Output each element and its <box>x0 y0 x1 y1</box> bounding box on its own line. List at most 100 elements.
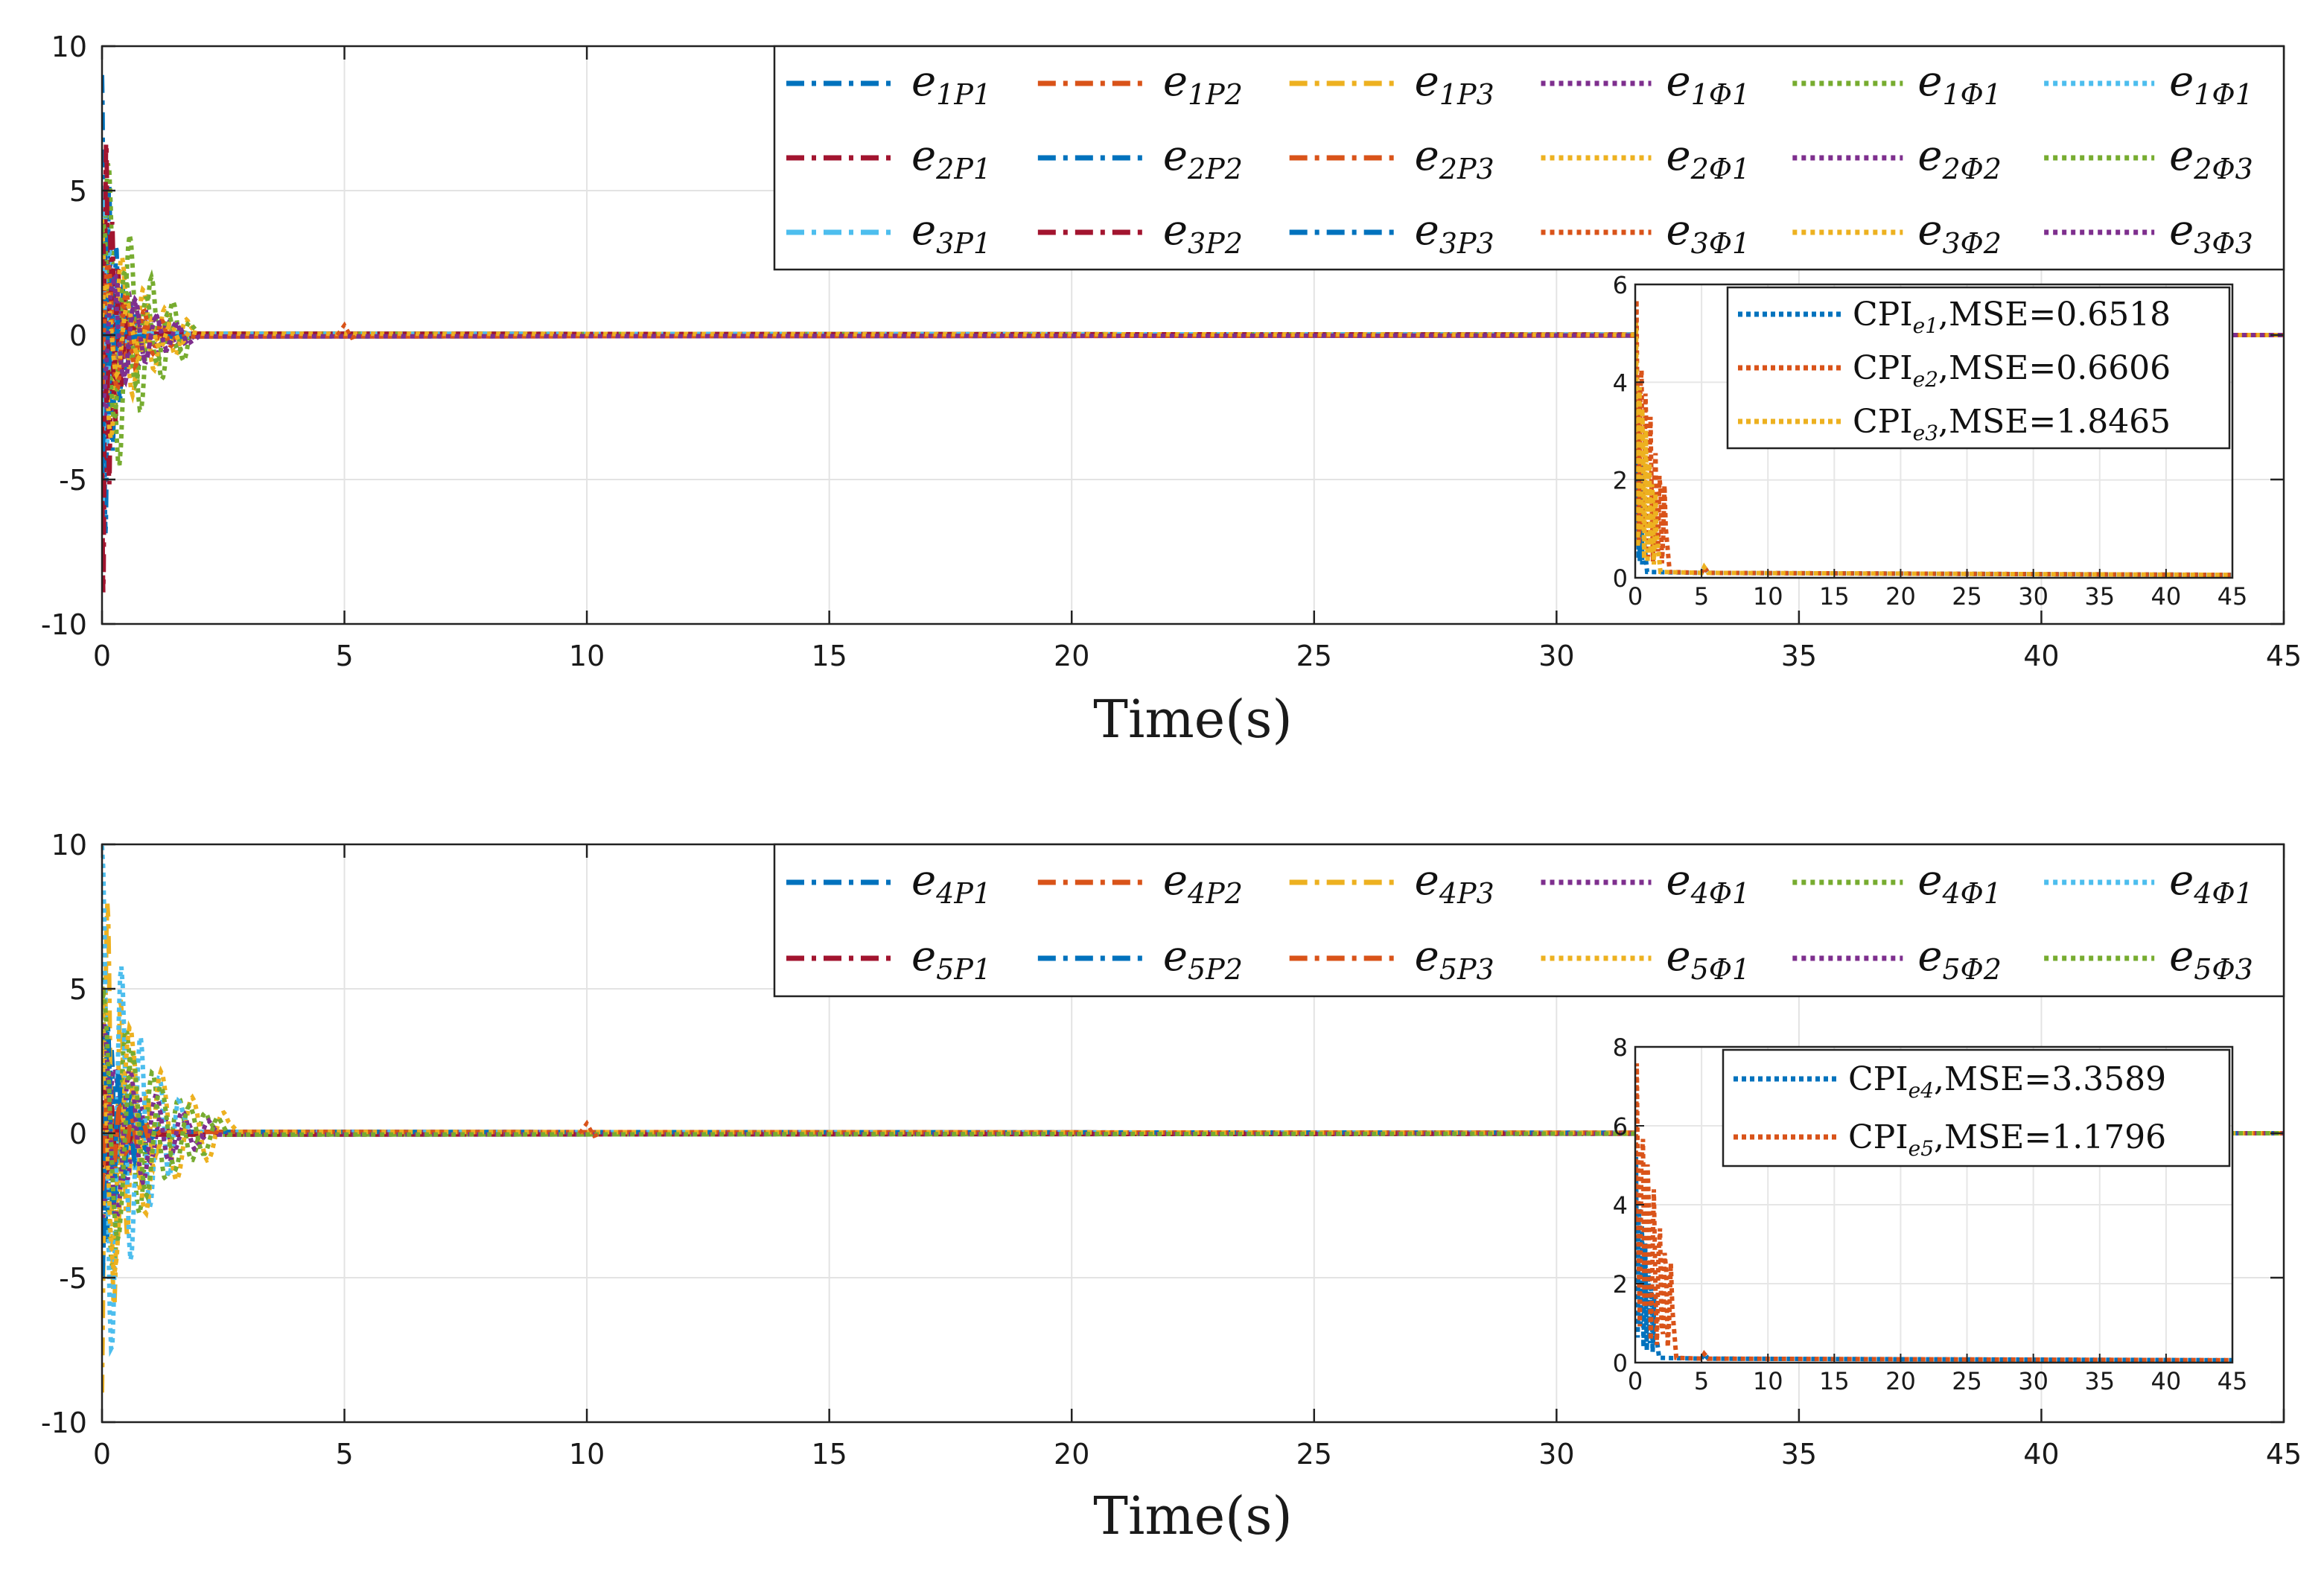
legend-entry-base: e <box>1917 206 1942 255</box>
legend-entry-sub: 3Φ1 <box>1691 227 1751 260</box>
legend-entry: e1P1 <box>911 57 991 111</box>
legend-entry-base: e <box>1163 856 1188 905</box>
legend-entry: e5P2 <box>1163 932 1243 986</box>
legend-entry-sub: 1P1 <box>936 78 991 111</box>
inset-y-tick-label: 0 <box>1613 1349 1628 1377</box>
cpi-sub: e1 <box>1913 313 1938 338</box>
inset-x-tick-label: 0 <box>1628 582 1643 611</box>
legend-entry: e4Φ1 <box>1917 856 2002 910</box>
legend-entry-base: e <box>1917 856 1942 905</box>
legend-entry-base: e <box>1163 132 1188 180</box>
series-group <box>102 74 2284 593</box>
legend-entry-base: e <box>2169 132 2194 180</box>
y-tick-label: -10 <box>41 608 87 641</box>
inset-legend: CPIe1,MSE=0.6518CPIe2,MSE=0.6606CPIe3,MS… <box>1726 286 2231 450</box>
inset-x-tick-label: 5 <box>1694 1367 1709 1395</box>
inset-legend-entry: CPIe4,MSE=3.3589 <box>1848 1060 2166 1103</box>
legend-entry-base: e <box>2169 856 2194 905</box>
cpi-sub: e4 <box>1908 1078 1934 1103</box>
legend-entry-sub: 4P1 <box>935 877 991 910</box>
legend-entry-sub: 5Φ3 <box>2194 953 2253 986</box>
inset-legend-entry: CPIe5,MSE=1.1796 <box>1848 1118 2166 1161</box>
series-line-bump <box>578 1119 602 1139</box>
inset-frame <box>1634 283 2234 579</box>
legend-entry-base: e <box>1666 856 1691 905</box>
inset-x-tick-label: 0 <box>1628 1367 1643 1395</box>
legend-entry: e2P3 <box>1415 132 1494 185</box>
x-tick-label: 25 <box>1296 640 1332 672</box>
inset-legend-box <box>1726 286 2231 450</box>
legend-entry-sub: 5P1 <box>936 953 991 986</box>
cpi-mse: ,MSE=0.6518 <box>1938 296 2171 334</box>
legend-entry-sub: 2P1 <box>935 153 991 185</box>
legend-entry-base: e <box>2169 206 2194 255</box>
series-line-3Φ2 <box>102 277 2284 380</box>
legend-entry: e2Φ3 <box>2169 132 2253 185</box>
x-tick-label: 35 <box>1781 640 1817 672</box>
legend-entry-sub: 3Φ2 <box>1942 227 2002 260</box>
legend-entry: e3Φ2 <box>1917 206 2002 260</box>
inset-x-tick-label: 25 <box>1952 582 1982 611</box>
x-tick-label: 45 <box>2266 1438 2302 1471</box>
inset-x-tick-label: 10 <box>1753 1367 1783 1395</box>
legend-entry: e1P3 <box>1415 57 1494 111</box>
inset-x-tick-label: 40 <box>2151 582 2182 611</box>
inset-x-tick-label: 40 <box>2151 1367 2182 1395</box>
inset-y-tick-label: 6 <box>1613 1112 1628 1141</box>
legend-entry-sub: 5P2 <box>1188 953 1243 986</box>
legend-entry-base: e <box>1917 932 1942 981</box>
legend-entry-base: e <box>1415 856 1439 905</box>
cpi-sub: e5 <box>1908 1136 1934 1161</box>
legend-entry-sub: 1Φ1 <box>2194 78 2253 111</box>
legend-entry-sub: 5Φ2 <box>1942 953 2002 986</box>
cpi-mse: ,MSE=1.1796 <box>1934 1118 2166 1156</box>
legend-entry: e1Φ1 <box>1917 57 2002 111</box>
legend-entry-base: e <box>1666 132 1691 180</box>
legend-entry: e5P1 <box>911 932 991 986</box>
x-tick-label: 30 <box>1538 1438 1574 1471</box>
legend-entry: e4Φ1 <box>2169 856 2253 910</box>
inset-chart: 0 5 10 15 20 25 30 35 40 4502468CPIe4,MSE=3.3589C… <box>1613 1033 2248 1395</box>
inset-x-tick-label: 20 <box>1885 582 1916 611</box>
inset-series-group <box>1635 1063 2232 1363</box>
legend-entry: e4P2 <box>1163 856 1243 910</box>
cpi-mse: ,MSE=1.8465 <box>1938 403 2171 441</box>
cpi-sub: e3 <box>1913 421 1938 445</box>
inset-y-tick-label: 6 <box>1613 271 1628 299</box>
y-tick-label: -5 <box>59 464 87 497</box>
legend-entry-base: e <box>1666 57 1691 106</box>
series-line-5Φ1 <box>102 987 2284 1273</box>
cpi-sub: e2 <box>1913 367 1938 392</box>
x-axis-label: Time(s) <box>1093 1485 1292 1546</box>
legend-entry-sub: 5P3 <box>1439 953 1494 986</box>
legend-entry: e3P1 <box>911 206 991 260</box>
cpi-mse: ,MSE=3.3589 <box>1934 1060 2166 1098</box>
legend-entry-sub: 5Φ1 <box>1691 953 1751 986</box>
legend-entry: e5Φ2 <box>1917 932 2002 986</box>
legend-entry-base: e <box>1415 132 1439 180</box>
legend-entry-base: e <box>911 856 936 905</box>
series-line-3Φ3 <box>102 278 2284 407</box>
x-tick-label: 35 <box>1781 1438 1817 1471</box>
legend-entry-base: e <box>2169 57 2194 106</box>
legend-entry-base: e <box>911 932 936 981</box>
x-tick-label: 25 <box>1296 1438 1332 1471</box>
inset-x-tick-label: 35 <box>2084 582 2115 611</box>
legend-entry-sub: 2Φ1 <box>1690 153 1751 185</box>
legend-entry-sub: 3P1 <box>936 227 991 260</box>
series-line-5Φ3 <box>102 987 2284 1241</box>
y-tick-label: -5 <box>59 1262 87 1295</box>
legend-entry-base: e <box>1163 932 1188 981</box>
y-tick-label: 10 <box>51 829 87 861</box>
legend-entry-sub: 2P3 <box>1439 153 1494 185</box>
legend-entry-base: e <box>911 132 936 180</box>
inset-legend-box <box>1722 1048 2231 1168</box>
cpi-label: CPI <box>1848 1060 1908 1098</box>
legend-entry-sub: 2Φ2 <box>1941 153 2002 185</box>
legend-entry-sub: 3P2 <box>1188 227 1243 260</box>
legend-entry-sub: 4Φ1 <box>1690 877 1751 910</box>
